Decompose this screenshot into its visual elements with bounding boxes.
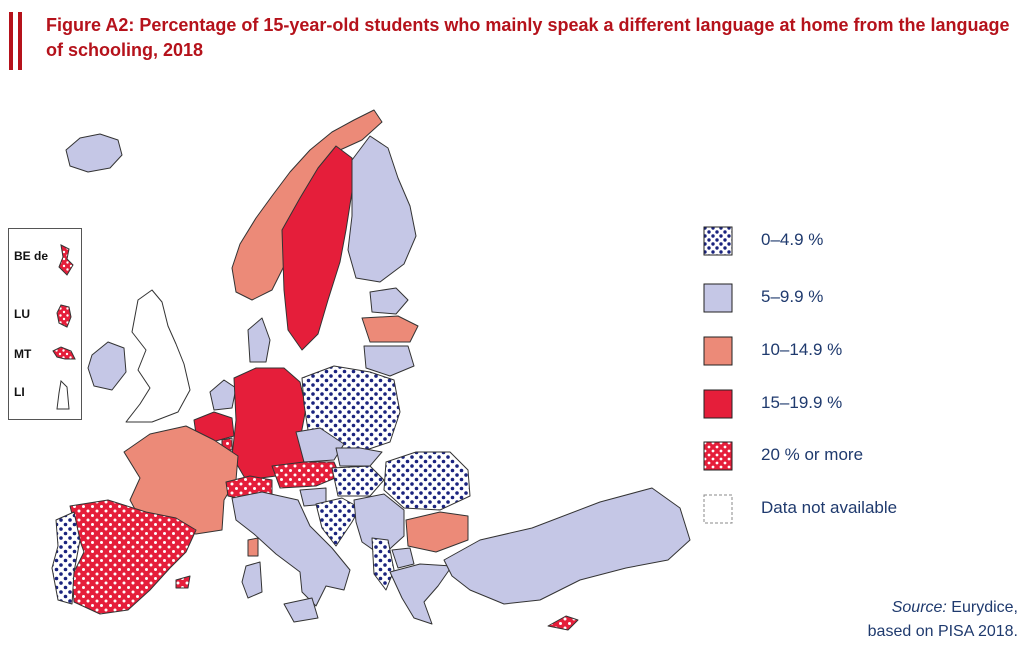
region-poland: [301, 365, 401, 453]
region-slovakia: [335, 447, 383, 467]
region-netherlands: [209, 379, 237, 411]
legend-swatch-salmon: [703, 336, 733, 366]
region-norway: [231, 109, 383, 301]
region-iceland: [65, 133, 123, 173]
legend-swatch-red: [703, 389, 733, 419]
legend-item: 15–19.9 %: [703, 389, 1003, 419]
inset-label-be-de: BE de: [14, 249, 49, 263]
region-romania: [383, 451, 471, 511]
inset-shape-li: [56, 379, 70, 410]
figure-title: Figure A2: Percentage of 15-year-old stu…: [46, 15, 1010, 60]
inset-small-countries: BE de LU MT LI: [8, 228, 82, 420]
region-austria: [271, 461, 341, 489]
source-text: Eurydice,: [946, 599, 1018, 616]
inset-label-li: LI: [14, 385, 25, 399]
region-lithuania: [363, 345, 415, 377]
legend-label: 5–9.9 %: [761, 287, 824, 306]
source-note: Source: Eurydice, based on PISA 2018.: [868, 596, 1018, 644]
region-finland: [347, 135, 417, 283]
legend-swatch-lavender: [703, 283, 733, 313]
region-western-balkans: [353, 493, 405, 557]
legend-item: 10–14.9 %: [703, 336, 1003, 366]
source-prefix: Source:: [891, 599, 947, 616]
region-bulgaria: [405, 511, 469, 553]
legend-swatch-dots: [703, 226, 733, 256]
inset-shape-mt: [52, 346, 76, 360]
legend-label: 0–4.9 %: [761, 230, 824, 249]
region-turkey: [443, 487, 691, 605]
source-line2: based on PISA 2018.: [867, 623, 1018, 640]
region-estonia: [369, 287, 409, 315]
region-france: [123, 425, 239, 535]
region-greece: [389, 563, 453, 625]
inset-label-lu: LU: [14, 307, 30, 321]
region-albania: [371, 537, 395, 591]
region-sardinia: [241, 561, 263, 599]
region-portugal: [51, 511, 81, 605]
region-italy: [231, 491, 351, 607]
title-accent-bars: [9, 12, 25, 70]
region-sicily: [283, 597, 319, 623]
legend-swatch-white: [703, 494, 733, 524]
region-north-macedonia: [391, 547, 415, 569]
region-cyprus: [547, 615, 579, 631]
region-corsica: [247, 537, 259, 557]
inset-shape-be-de: [58, 244, 74, 276]
legend-label: Data not available: [761, 498, 898, 517]
legend-item: Data not available: [703, 494, 1003, 524]
legend-item: 0–4.9 %: [703, 226, 1003, 256]
legend-label: 10–14.9 %: [761, 340, 843, 359]
europe-map: [51, 109, 691, 631]
region-hungary: [331, 465, 385, 497]
region-uk: [125, 289, 191, 423]
inset-shape-lu: [56, 304, 72, 328]
region-ireland: [87, 341, 127, 391]
legend-label: 20 % or more: [761, 445, 864, 464]
region-sweden: [281, 145, 353, 351]
region-spain: [69, 499, 197, 615]
region-denmark: [247, 317, 271, 363]
inset-label-mt: MT: [14, 347, 32, 361]
region-latvia: [361, 315, 419, 343]
region-croatia: [315, 497, 361, 547]
legend-item: 5–9.9 %: [703, 283, 1003, 313]
legend-item: 20 % or more: [703, 441, 1003, 471]
legend-label: 15–19.9 %: [761, 393, 843, 412]
legend-swatch-red-dots: [703, 441, 733, 471]
region-balearic: [175, 575, 191, 589]
